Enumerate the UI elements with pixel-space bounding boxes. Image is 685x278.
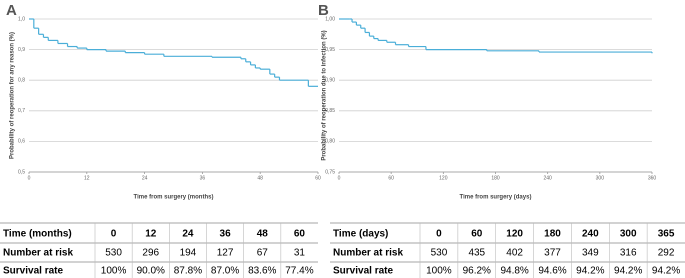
table-header: 180 <box>544 229 561 240</box>
table-cell: 100% <box>426 266 452 277</box>
table-cell: 530 <box>105 248 122 259</box>
table-header: Time (months) <box>3 229 72 240</box>
table-cell: Number at risk <box>3 248 73 259</box>
table-header: 365 <box>658 229 675 240</box>
y-tick-label: 0,5 <box>18 169 25 175</box>
table-cell: Survival rate <box>333 266 393 277</box>
table-cell: 402 <box>506 248 523 259</box>
x-tick-label: 300 <box>596 175 605 181</box>
y-tick-label: 1,0 <box>18 16 25 22</box>
table-cell: 530 <box>431 248 448 259</box>
table-cell: 31 <box>294 248 306 259</box>
table-header: 240 <box>582 229 599 240</box>
table-header: 0 <box>111 229 117 240</box>
y-tick-label: 1,00 <box>325 16 335 22</box>
y-axis-label: Probability of reoperation for any reaso… <box>10 32 16 159</box>
table-header: 36 <box>220 229 232 240</box>
y-tick-label: 0,7 <box>18 108 25 114</box>
table-header: 60 <box>294 229 306 240</box>
table-header: 60 <box>471 229 483 240</box>
table-cell: 90.0% <box>137 266 165 277</box>
x-tick-label: 360 <box>648 175 657 181</box>
y-tick-label: 0,90 <box>325 78 335 84</box>
y-tick-label: 0,6 <box>18 139 25 145</box>
table-header: 24 <box>182 229 194 240</box>
table-cell: 83.6% <box>248 266 276 277</box>
x-tick-label: 48 <box>257 175 263 181</box>
x-tick-label: 36 <box>200 175 206 181</box>
y-tick-label: 0,9 <box>18 47 25 53</box>
table-cell: 292 <box>658 248 675 259</box>
table-cell: 87.0% <box>211 266 239 277</box>
table-cell: 94.2% <box>614 266 642 277</box>
table-cell: 316 <box>620 248 637 259</box>
x-tick-label: 240 <box>543 175 552 181</box>
table-cell: 296 <box>142 248 159 259</box>
y-tick-label: 0,8 <box>18 78 25 84</box>
x-tick-label: 120 <box>439 175 448 181</box>
table-cell: 94.2% <box>576 266 604 277</box>
panel-label: B <box>318 2 329 19</box>
panel-label: A <box>6 2 17 19</box>
table-cell: 194 <box>180 248 197 259</box>
table-cell: 100% <box>101 266 127 277</box>
x-tick-label: 60 <box>315 175 321 181</box>
y-tick-label: 0,75 <box>325 169 335 175</box>
x-tick-label: 12 <box>84 175 90 181</box>
table-cell: 127 <box>217 248 234 259</box>
x-tick-label: 0 <box>28 175 31 181</box>
table-cell: 349 <box>582 248 599 259</box>
table-header: 120 <box>506 229 523 240</box>
table-cell: 96.2% <box>463 266 491 277</box>
table-cell: 377 <box>544 248 561 259</box>
table-header: Time (days) <box>333 229 388 240</box>
y-tick-label: 0,85 <box>325 108 335 114</box>
table-header: 300 <box>620 229 637 240</box>
table-cell: 94.6% <box>538 266 566 277</box>
table-cell: Survival rate <box>3 266 63 277</box>
table-cell: 87.8% <box>174 266 202 277</box>
table-cell: Number at risk <box>333 248 403 259</box>
y-tick-label: 0,80 <box>325 139 335 145</box>
table-cell: 77.4% <box>285 266 313 277</box>
table-cell: 94.2% <box>652 266 680 277</box>
table-header: 12 <box>145 229 157 240</box>
table-cell: 67 <box>257 248 269 259</box>
x-tick-label: 0 <box>338 175 341 181</box>
table-header: 0 <box>436 229 442 240</box>
table-header: 48 <box>257 229 269 240</box>
table-cell: 94.8% <box>500 266 528 277</box>
table-cell: 435 <box>468 248 485 259</box>
x-tick-label: 180 <box>491 175 500 181</box>
x-tick-label: 60 <box>388 175 394 181</box>
y-axis-label: Probability of reoperation due to infect… <box>322 30 328 160</box>
x-axis-label: Time from surgery (months) <box>134 195 214 201</box>
x-tick-label: 24 <box>142 175 148 181</box>
x-axis-label: Time from surgery (days) <box>460 195 532 201</box>
y-tick-label: 0,95 <box>325 47 335 53</box>
